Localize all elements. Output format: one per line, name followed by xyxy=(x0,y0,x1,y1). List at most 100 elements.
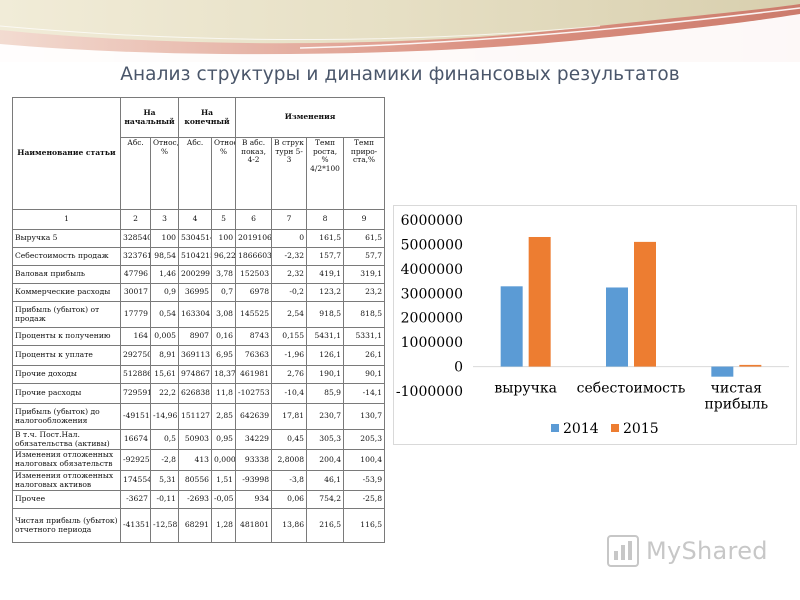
legend-label: 2014 xyxy=(563,421,599,437)
table-cell: -0,11 xyxy=(149,490,180,510)
subheader-cell: Темп приро-ста,% xyxy=(343,137,386,210)
table-cell: 22,2 xyxy=(149,383,180,404)
table-cell: 419,1 xyxy=(306,265,345,284)
y-tick-label: 6000000 xyxy=(401,213,463,229)
table-cell: 8,91 xyxy=(149,345,180,366)
table-cell: 934 xyxy=(235,490,273,510)
table-row: Прибыль (убыток) от продаж 17779 0,54 16330… xyxy=(12,301,386,328)
logo-text: MyShared xyxy=(646,537,768,565)
subheader-cell: В струк турн 5-3 xyxy=(271,137,308,210)
x-category-label: выручка xyxy=(494,381,557,397)
legend-swatch-2015 xyxy=(611,424,619,432)
table-cell: 3285408 xyxy=(120,229,151,248)
table-cell: -0,2 xyxy=(271,283,308,302)
table-cell: 30017 xyxy=(120,283,151,302)
table-cell: 90,1 xyxy=(343,365,386,384)
header-start: На начальный xyxy=(119,97,180,138)
column-number: 6 xyxy=(235,209,273,230)
table-cell: 174554 xyxy=(120,469,151,492)
table-cell: 2,54 xyxy=(271,301,308,328)
table-cell: 200299 xyxy=(178,265,213,284)
table-cell: 369113 xyxy=(178,345,213,366)
table-cell: 5331,1 xyxy=(343,327,386,346)
table-cell: -2,32 xyxy=(271,247,308,266)
bar-2015 xyxy=(528,236,551,367)
bar-2014 xyxy=(711,366,734,377)
table-cell: 2,8008 xyxy=(271,449,308,471)
table-row: Выручка 53285408100530451410020191060161… xyxy=(12,229,386,248)
table-cell: 68291 xyxy=(178,508,213,544)
table-cell: 50903 xyxy=(178,428,213,451)
table-cell: -491512 xyxy=(120,403,151,430)
row-label: Прочие расходы xyxy=(12,383,121,404)
table-cell: -25,8 xyxy=(343,490,386,510)
table-cell: 157,7 xyxy=(306,247,345,266)
table-cell: -14,1 xyxy=(343,383,386,404)
table-cell: 96,22 xyxy=(211,247,237,266)
table-cell: 190,1 xyxy=(306,365,345,384)
y-tick-label: 2000000 xyxy=(401,311,463,327)
table-cell: 152503 xyxy=(235,265,273,284)
table-cell: 98,54 xyxy=(149,247,180,266)
row-label: В т.ч. Пост.Нал. обязательства (активы) xyxy=(12,428,121,451)
header-banner xyxy=(0,0,800,62)
subheader-cell: Абс. xyxy=(120,137,151,210)
table-cell: 0,95 xyxy=(211,428,237,451)
table-cell: 15,61 xyxy=(149,365,180,384)
table-cell: -0,05 xyxy=(211,490,237,510)
table-row: Себестоимость продаж323761298,5451042159… xyxy=(12,247,386,266)
table-cell: 130,7 xyxy=(343,403,386,430)
bar-2014 xyxy=(606,287,628,367)
table-cell: 116,5 xyxy=(343,508,386,544)
table-cell: 161,5 xyxy=(306,229,345,248)
table-cell: 292750 xyxy=(120,345,151,366)
table-cell: 512886 xyxy=(120,365,151,384)
bar-chart: -1000000 0 1000000 2000000 3000000 4000000 500… xyxy=(393,205,797,445)
table-cell: 481801 xyxy=(235,508,273,544)
row-label: Изменения отложенных налоговых обязатель… xyxy=(12,449,121,471)
table-cell: 85,9 xyxy=(306,383,345,404)
table-row: Прочие доходы 512886 15,61 974867 18,37 46198… xyxy=(12,365,386,384)
table-cell: 36995 xyxy=(178,283,213,302)
table-cell: 729591 xyxy=(120,383,151,404)
table-cell: 3,08 xyxy=(211,301,237,328)
table-cell: -3627 xyxy=(120,490,151,510)
table-cell: -413510 xyxy=(120,508,151,544)
table-cell: 1,51 xyxy=(211,469,237,492)
table-cell: 0,16 xyxy=(211,327,237,346)
table-cell: 200,4 xyxy=(306,449,345,471)
row-label: Валовая прибыль xyxy=(12,265,121,284)
column-number: 4 xyxy=(178,209,213,230)
chart-frame xyxy=(393,205,797,445)
column-number: 1 xyxy=(12,209,121,230)
table-cell: -93998 xyxy=(235,469,273,492)
legend-label: 2015 xyxy=(623,421,659,437)
table-cell: 18,37 xyxy=(211,365,237,384)
row-label: Прочее xyxy=(12,490,121,510)
bar-2015 xyxy=(739,364,762,367)
table-cell: 5,31 xyxy=(149,469,180,492)
table-cell: 46,1 xyxy=(306,469,345,492)
table-cell: 0,45 xyxy=(271,428,308,451)
row-label: Коммерческие расходы xyxy=(12,283,121,302)
table-row: Коммерческие расходы 30017 0,9 36995 0,7 6978… xyxy=(12,283,386,302)
table-cell: 2,85 xyxy=(211,403,237,430)
table-row: Изменения отложенных налоговых обязатель… xyxy=(12,449,386,471)
table-row: Чистая прибыль (убыток) отчетного период… xyxy=(12,508,386,544)
table-row: Валовая прибыль 47796 1,46 200299 3,78 152503… xyxy=(12,265,386,284)
table-cell: 5104215 xyxy=(178,247,213,266)
table-cell: 100,4 xyxy=(343,449,386,471)
table-row: Проценты к получению 164 0,005 8907 0,16 8743… xyxy=(12,327,386,346)
table-cell: 5431,1 xyxy=(306,327,345,346)
table-cell: 2019106 xyxy=(235,229,273,248)
table-cell: 0,0008 xyxy=(211,449,237,471)
y-tick-label: 1000000 xyxy=(401,335,463,351)
table-cell: 0,06 xyxy=(271,490,308,510)
bar-2014 xyxy=(500,286,523,367)
table-cell: -92925 xyxy=(120,449,151,471)
table-row: Проценты к уплате 292750 8,91 369113 6,95 763… xyxy=(12,345,386,366)
column-number: 2 xyxy=(120,209,151,230)
table-cell: 1,46 xyxy=(149,265,180,284)
table-cell: -3,8 xyxy=(271,469,308,492)
table-cell: 5304514 xyxy=(178,229,213,248)
